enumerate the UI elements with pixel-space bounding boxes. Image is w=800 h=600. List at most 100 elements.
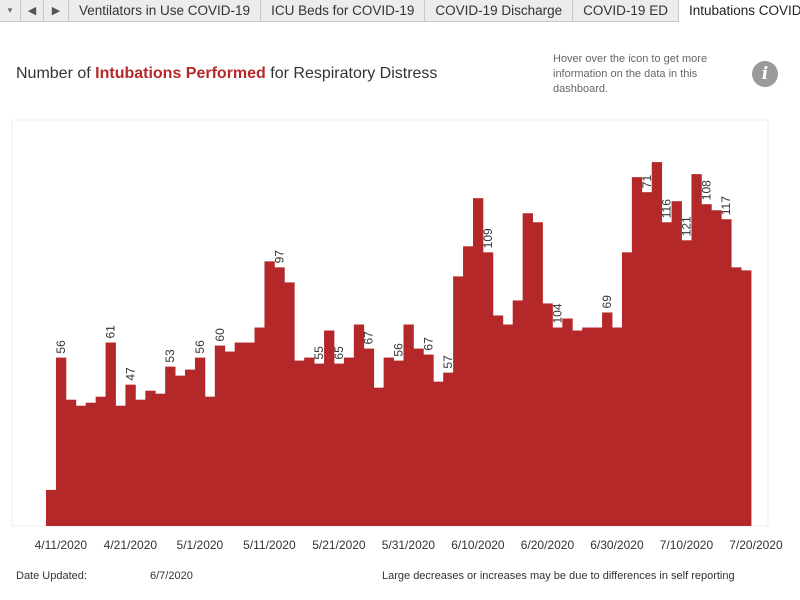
bar[interactable] [343,357,355,526]
bar[interactable] [155,393,166,526]
bar[interactable] [661,222,672,526]
bar[interactable] [224,351,236,526]
bar[interactable] [423,354,434,526]
bar[interactable] [472,198,484,526]
bar[interactable] [741,270,752,526]
x-tick-label: 4/21/2020 [104,538,158,552]
bar[interactable] [582,327,593,526]
bar[interactable] [304,357,315,526]
bar-data-label: 109 [481,228,495,248]
bar[interactable] [254,327,265,526]
bar[interactable] [631,177,643,526]
bar[interactable] [453,276,464,526]
info-description: Hover over the icon to get more informat… [553,53,708,95]
bar[interactable] [572,330,583,526]
bar[interactable] [85,402,97,526]
bar[interactable] [65,399,77,526]
bar-data-label: 60 [213,328,227,342]
tab-prev-icon[interactable]: ◀ [27,5,37,17]
bar[interactable] [244,342,255,526]
bar[interactable] [641,192,653,526]
bar-data-label: 57 [441,355,455,369]
bar[interactable] [731,267,742,526]
bar[interactable] [393,360,404,526]
bar[interactable] [512,300,524,526]
bar[interactable] [671,201,682,526]
bar[interactable] [691,174,702,526]
bar[interactable] [264,261,275,526]
bar[interactable] [383,357,394,526]
bar[interactable] [443,372,454,526]
tab-overflow-icon[interactable]: ▾ [0,0,21,21]
bar[interactable] [482,252,494,526]
bar[interactable] [532,222,543,526]
x-tick-label: 5/21/2020 [312,538,366,552]
bar[interactable] [294,360,305,526]
bar-data-label: 47 [123,367,137,381]
bar[interactable] [46,489,57,526]
bar[interactable] [701,204,712,526]
bar[interactable] [542,303,553,526]
bar[interactable] [463,246,474,526]
tab-discharge[interactable]: COVID-19 Discharge [425,0,574,21]
date-updated-value: 6/7/2020 [150,570,193,582]
tab-ed[interactable]: COVID-19 ED [573,0,679,21]
bar[interactable] [274,267,285,526]
bars-layer [46,162,752,527]
bar[interactable] [522,213,533,526]
bar[interactable] [145,390,156,526]
info-icon[interactable]: i [752,61,778,87]
bar[interactable] [175,375,186,526]
bar-data-label: 71 [640,175,654,189]
bar[interactable] [284,282,295,526]
bar-data-label: 55 [312,346,326,360]
bar[interactable] [55,357,67,526]
bar[interactable] [314,363,325,526]
intubations-bar-chart: 56 61 47 53 56 60 97 55 65 67 56 67 57 109 104 69 71 116 1… [11,119,783,552]
bar[interactable] [324,330,335,526]
bar[interactable] [194,357,206,526]
bar[interactable] [373,387,385,526]
title-prefix: Number of [16,65,96,82]
tab-icu-beds[interactable]: ICU Beds for COVID-19 [261,0,426,21]
x-tick-label: 7/10/2020 [660,538,714,552]
bar[interactable] [711,210,722,526]
bar[interactable] [502,324,514,527]
bar[interactable] [602,312,613,526]
tab-ventilators[interactable]: Ventilators in Use COVID-19 [69,0,262,21]
bar[interactable] [234,342,245,526]
tab-intubations[interactable]: Intubations COVID [678,0,800,22]
bar[interactable] [621,252,633,526]
bar[interactable] [403,324,414,527]
bar[interactable] [363,348,375,526]
bar-labels-layer: 56 61 47 53 56 60 97 55 65 67 56 67 57 109 104 69 71 116 1… [54,175,733,381]
bar[interactable] [125,384,136,526]
x-tick-label: 5/31/2020 [382,538,436,552]
bar[interactable] [165,366,176,526]
bar[interactable] [681,240,692,527]
bar[interactable] [612,327,623,526]
bar-data-label: 117 [719,196,733,215]
bar[interactable] [562,318,573,526]
bar[interactable] [433,381,444,526]
bar[interactable] [135,399,146,526]
bar[interactable] [353,324,365,527]
bar[interactable] [492,315,504,526]
bar[interactable] [552,327,563,526]
bar[interactable] [413,348,424,526]
title-highlight: Intubations Performed [95,65,266,82]
bar-data-label: 67 [421,337,435,351]
bar[interactable] [333,363,345,526]
bar[interactable] [75,405,87,526]
bar[interactable] [105,342,116,526]
bar[interactable] [185,369,196,526]
bar[interactable] [204,396,216,526]
date-updated-label: Date Updated: [16,570,87,582]
bar[interactable] [651,162,663,526]
bar[interactable] [115,405,126,526]
bar[interactable] [721,219,732,526]
bar[interactable] [592,327,603,526]
bar[interactable] [95,396,106,526]
bar[interactable] [214,345,226,526]
tab-next-icon[interactable]: ▶ [43,0,68,21]
